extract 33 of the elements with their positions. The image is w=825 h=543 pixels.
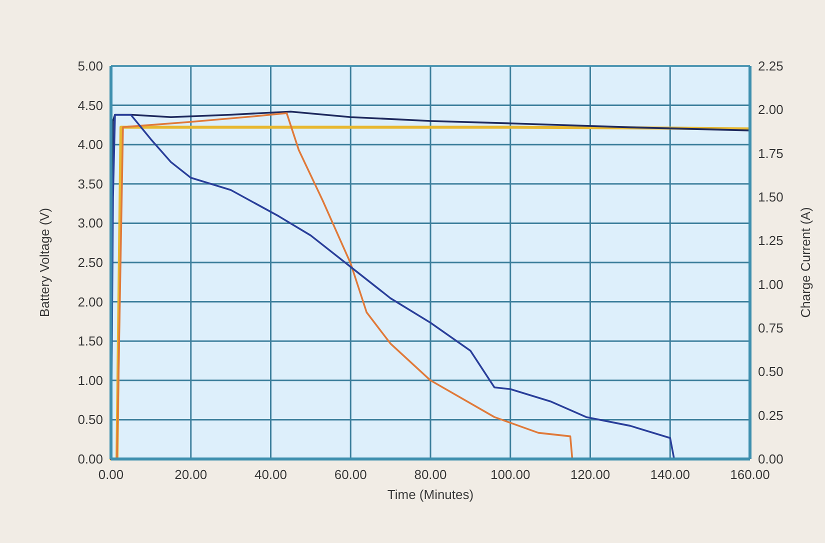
x-tick-label: 80.00 xyxy=(414,467,447,482)
y2-tick-label: 1.50 xyxy=(758,190,784,204)
x-tick-label: 140.00 xyxy=(650,467,690,482)
x-tick-label: 120.00 xyxy=(570,467,610,482)
y2-axis-title: Charge Current (A) xyxy=(798,207,813,318)
y-axis-title: Battery Voltage (V) xyxy=(37,208,52,318)
y2-tick-label: 1.75 xyxy=(758,146,784,161)
x-tick-label: 0.00 xyxy=(98,467,124,482)
x-tick-label: 20.00 xyxy=(174,467,208,482)
y2-tick-label: 0.75 xyxy=(758,320,784,336)
y-tick-label: 2.00 xyxy=(78,294,103,310)
y-tick-label: 4.50 xyxy=(78,98,103,113)
y-tick-label: 3.00 xyxy=(78,216,103,231)
x-tick-label: 100.00 xyxy=(490,467,530,482)
y2-tick-label: 2.25 xyxy=(758,58,784,74)
y-tick-label: 0.00 xyxy=(78,452,103,466)
y-tick-label: 5.00 xyxy=(78,58,103,74)
x-tick-label: 60.00 xyxy=(334,467,367,482)
y2-tick-label: 2.00 xyxy=(758,102,784,118)
x-axis-title: Time (Minutes) xyxy=(387,487,474,502)
y-tick-label: 3.50 xyxy=(78,176,103,192)
y-tick-label: 1.50 xyxy=(78,334,103,349)
y-tick-label: 1.00 xyxy=(78,372,103,388)
y-tick-label: 4.00 xyxy=(78,137,103,152)
y-tick-label: 2.50 xyxy=(78,255,103,270)
y2-tick-label: 1.25 xyxy=(758,233,784,248)
y2-tick-label: 0.50 xyxy=(758,364,784,380)
y2-tick-label: 1.00 xyxy=(758,276,784,292)
y-tick-label: 0.50 xyxy=(78,412,103,428)
x-tick-label: 40.00 xyxy=(254,467,288,482)
y2-tick-label: 0.00 xyxy=(758,452,784,466)
x-tick-label: 160.00 xyxy=(730,467,770,482)
y2-tick-label: 0.25 xyxy=(758,408,784,423)
